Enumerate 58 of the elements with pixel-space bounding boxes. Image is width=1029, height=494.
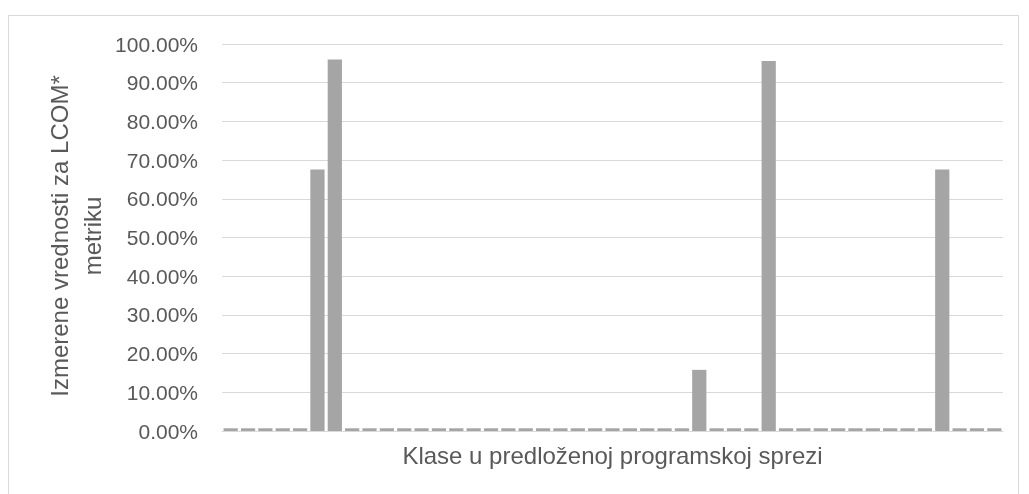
bar — [379, 428, 394, 431]
bar — [761, 61, 776, 431]
y-tick-label: 20.00% — [126, 342, 198, 366]
bar — [362, 428, 377, 431]
bar — [310, 169, 325, 431]
bar — [449, 428, 464, 431]
bar — [848, 428, 863, 431]
bar — [605, 428, 620, 431]
y-tick-label: 10.00% — [126, 380, 198, 404]
bar — [796, 428, 811, 431]
bar — [657, 428, 672, 431]
bar — [952, 428, 967, 431]
bar — [744, 428, 759, 431]
y-tick-label: 90.00% — [126, 71, 198, 95]
bar — [258, 428, 273, 431]
y-tick-label: 0.00% — [138, 419, 198, 443]
bar — [778, 428, 794, 431]
bar — [397, 428, 412, 431]
bar — [813, 428, 828, 431]
y-tick-label: 60.00% — [126, 187, 198, 211]
bar — [709, 428, 724, 431]
bar — [900, 428, 915, 431]
bar — [570, 428, 585, 431]
bar — [935, 169, 950, 431]
bar — [466, 428, 481, 431]
y-tick-label: 30.00% — [126, 303, 198, 327]
bar — [535, 428, 551, 431]
bar — [292, 428, 308, 431]
bar — [674, 428, 690, 431]
bar — [831, 428, 846, 431]
bar — [883, 428, 898, 431]
bar — [518, 428, 533, 431]
bar — [917, 428, 933, 431]
bar — [483, 428, 499, 431]
bar — [588, 428, 603, 431]
bar — [553, 428, 568, 431]
bar — [987, 428, 1002, 431]
bar — [223, 428, 238, 431]
bar — [640, 428, 655, 431]
bar — [726, 428, 742, 431]
bar — [327, 59, 342, 431]
bar — [622, 428, 637, 431]
y-tick-label: 70.00% — [126, 148, 198, 172]
y-tick-label: 50.00% — [126, 226, 198, 249]
y-tick-label: 100.00% — [115, 32, 198, 56]
bar — [969, 428, 985, 431]
y-tick-label: 40.00% — [126, 264, 198, 288]
bar — [865, 428, 880, 431]
bar — [414, 428, 429, 431]
bar — [692, 369, 707, 431]
bar — [431, 428, 447, 431]
y-tick-label: 80.00% — [126, 109, 198, 133]
bar — [345, 428, 360, 431]
bar — [501, 428, 516, 431]
y-axis-title: Izmerene vrednosti za LCOM* metriku — [46, 75, 106, 397]
bar — [275, 428, 290, 431]
x-axis-title: Klase u predloženoj programskoj sprezi — [402, 442, 823, 470]
bar — [240, 428, 256, 431]
